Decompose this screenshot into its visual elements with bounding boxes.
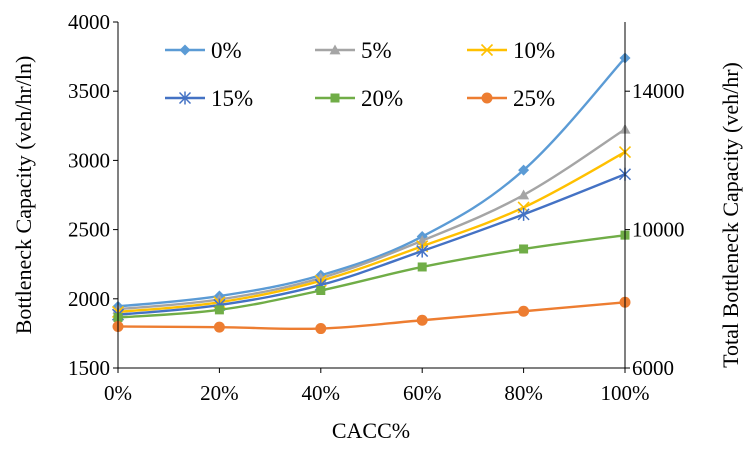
legend: 0% 5% 10% 15% 20% 25% <box>161 36 556 112</box>
legend-label: 20% <box>361 86 403 111</box>
y2-tick-label: 6000 <box>632 356 674 380</box>
data-point <box>214 305 224 315</box>
data-point <box>517 207 530 221</box>
legend-item: 5% <box>311 36 392 64</box>
series-line <box>117 128 626 311</box>
legend-swatch-marker <box>481 92 493 104</box>
data-point <box>416 314 428 326</box>
series-line <box>117 301 626 331</box>
data-point <box>316 285 326 295</box>
y-tick-label: 1500 <box>68 356 110 380</box>
legend-label: 15% <box>211 86 253 111</box>
data-point <box>416 244 429 258</box>
legend-item: 25% <box>463 84 556 112</box>
data-point <box>315 323 327 335</box>
data-point <box>213 321 225 333</box>
legend-item: 20% <box>311 84 404 112</box>
legend-label: 10% <box>513 38 555 63</box>
x-tick-label: 100% <box>601 381 650 405</box>
legend-item: 0% <box>161 36 242 64</box>
data-point <box>518 164 530 176</box>
y2-tick-label: 14000 <box>632 79 685 103</box>
y2-tick-label: 10000 <box>632 218 685 242</box>
legend-swatch-marker <box>330 93 340 103</box>
legend-swatch-marker <box>179 44 191 56</box>
y2-axis-title: Total Bottleneck Capacity (veh/hr) <box>718 62 743 368</box>
axes-layer <box>117 22 626 369</box>
x-tick-label: 20% <box>200 381 239 405</box>
x-tick-label: 80% <box>504 381 543 405</box>
legend-swatch-marker <box>178 91 192 105</box>
series-line <box>117 151 626 314</box>
y-tick-label: 3500 <box>68 79 110 103</box>
y-tick-label: 4000 <box>68 10 110 34</box>
legend-label: 0% <box>211 38 242 63</box>
x-tick-label: 60% <box>403 381 442 405</box>
x-tick-label: 40% <box>302 381 341 405</box>
legend-label: 25% <box>513 86 555 111</box>
data-point <box>518 189 530 200</box>
y-tick-label: 2500 <box>68 218 110 242</box>
y-axis-title: Bottleneck Capacity (veh/hr/ln) <box>11 56 36 335</box>
data-point <box>518 305 530 317</box>
ticks-layer: 0% 20% 40% 60% 80% 100% 1500 2000 2500 3000 3500 40… <box>68 10 685 405</box>
series-line <box>117 173 626 316</box>
legend-item: 15% <box>161 84 254 112</box>
data-point <box>519 244 529 254</box>
legend-label: 5% <box>361 38 392 63</box>
x-tick-label: 0% <box>104 381 132 405</box>
series-line <box>117 233 626 319</box>
y-tick-label: 3000 <box>68 148 110 172</box>
data-point <box>417 262 427 272</box>
x-axis-title: CACC% <box>332 418 410 443</box>
legend-swatch-marker <box>480 43 494 57</box>
y-tick-label: 2000 <box>68 287 110 311</box>
legend-item: 10% <box>463 36 556 64</box>
legend-swatch-marker <box>329 44 341 55</box>
series-25pct <box>112 296 631 335</box>
series-line <box>117 57 626 308</box>
